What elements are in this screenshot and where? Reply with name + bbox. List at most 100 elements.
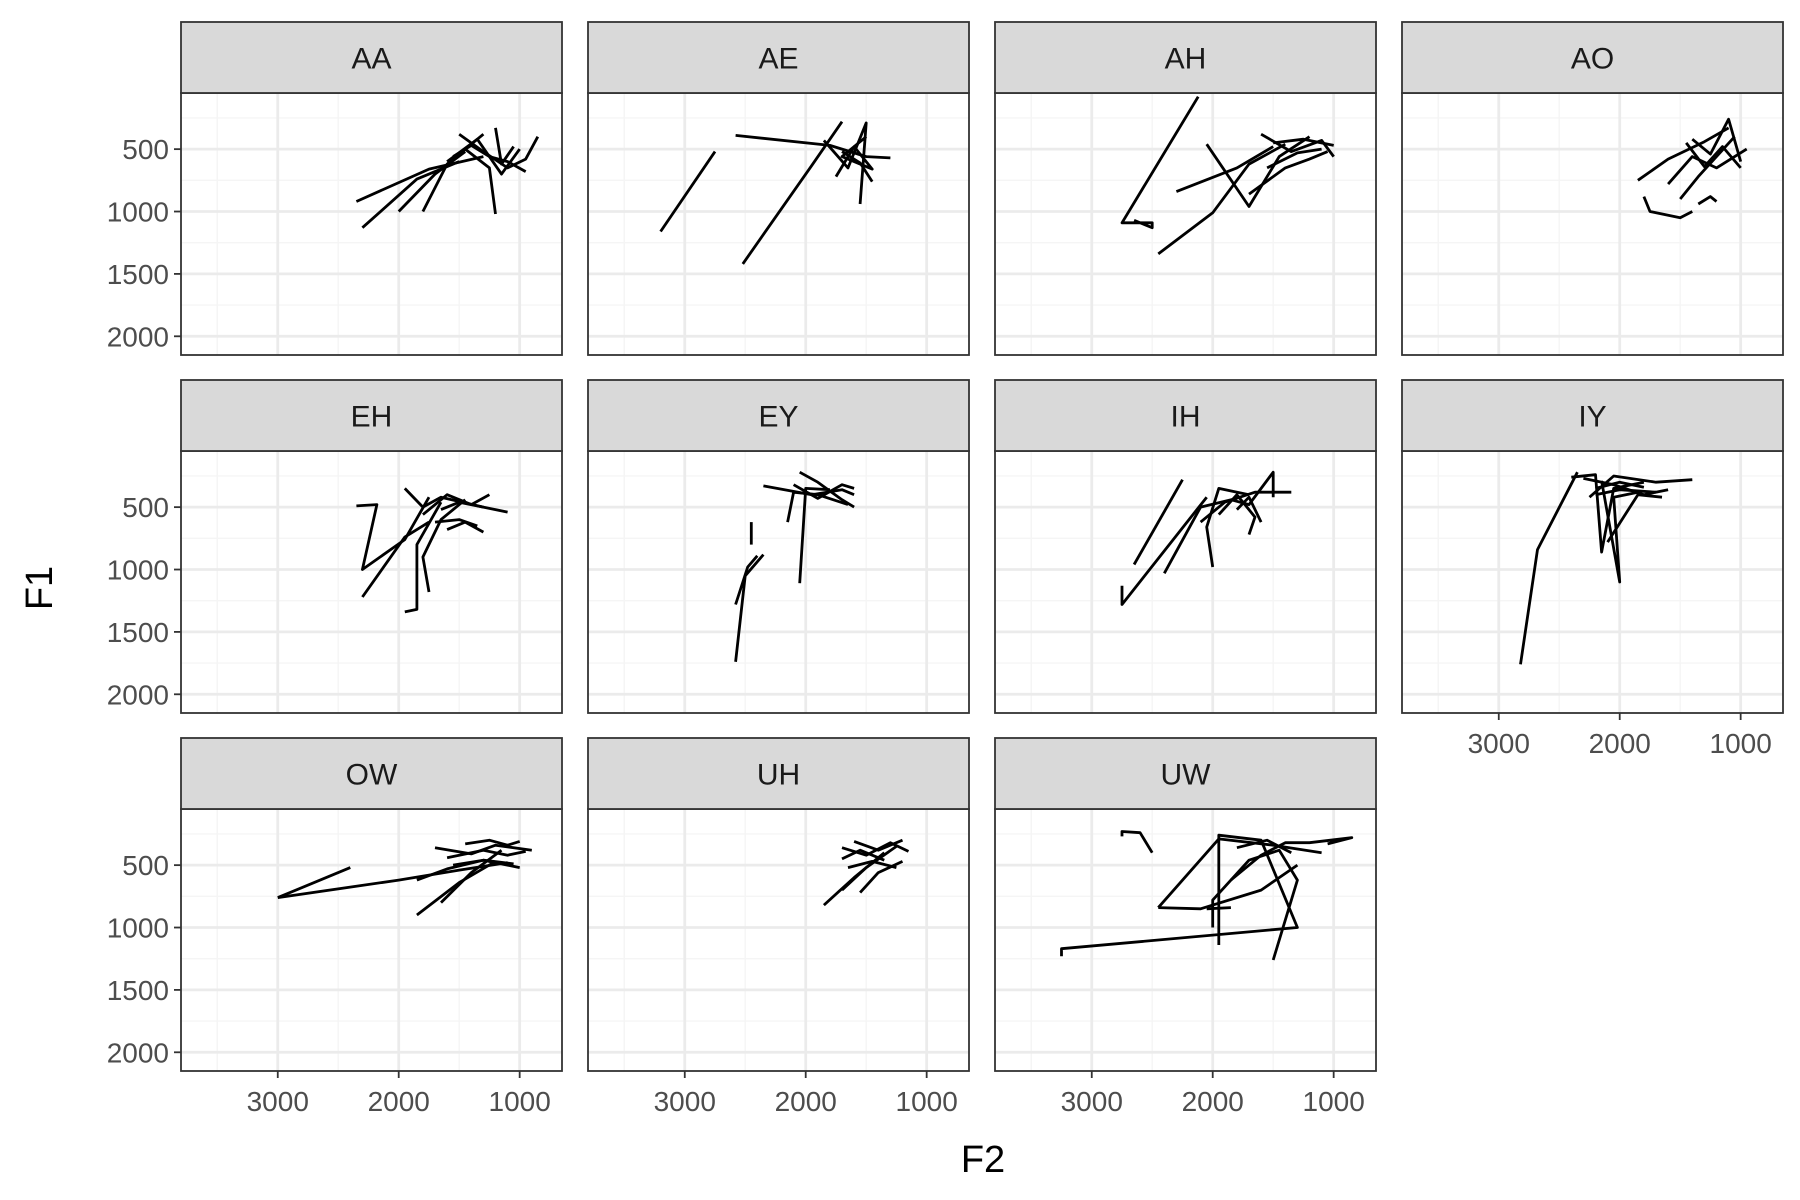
facet-panel-ih: IH [994,379,1377,714]
trajectory-line [434,843,532,856]
y-tick-label: 1500 [107,259,169,290]
trajectory-line [416,860,497,917]
panel-background [181,809,562,1071]
strip-label: UW [1161,759,1212,792]
y-tick-label: 1000 [107,555,169,586]
trajectory-line [1519,471,1579,665]
strip-label: AE [758,43,798,76]
x-tick-label: 2000 [368,1086,430,1117]
trajectory-line [798,486,830,584]
panel-background [995,93,1376,355]
trajectory-line [1266,147,1322,170]
x-tick-label: 3000 [1061,1086,1123,1117]
facet-panels: AA 500 1000 1500 2000 AE AH AO EH 500 1000 1500 2000… [107,21,1784,1117]
trajectory-line [1175,145,1274,193]
strip-label: IH [1171,401,1201,434]
x-tick-label: 1000 [1303,1086,1365,1117]
trajectory-line [1120,95,1200,230]
x-tick-label: 1000 [1710,728,1772,759]
strip-label: EH [351,401,393,434]
y-axis-title: F1 [19,566,61,610]
strip-background [1401,379,1784,452]
facet-panel-ey: EY [587,379,970,714]
trajectory-line [1235,495,1263,523]
strip-background [180,21,563,94]
trajectory-line [1217,493,1257,536]
trajectory-line [1685,142,1742,169]
trajectory-line [847,860,897,869]
trajectory-line [1571,473,1645,554]
trajectory-line [452,858,520,869]
panel-background [995,809,1376,1071]
x-tick-label: 2000 [1182,1086,1244,1117]
trajectory-line [422,493,491,516]
x-tick-label: 3000 [247,1086,309,1117]
trajectory-line [853,838,904,852]
trajectory-line [1205,486,1250,568]
facet-panel-ae: AE [587,21,970,356]
y-tick-label: 1000 [107,913,169,944]
x-tick-label: 1000 [896,1086,958,1117]
trajectory-line [446,520,485,534]
trajectory-line [452,143,527,173]
y-tick-label: 500 [122,492,169,523]
trajectory-line [792,483,855,500]
trajectory-line [1060,833,1299,957]
y-tick-label: 500 [122,134,169,165]
strip-label: IY [1578,401,1606,434]
trajectory-line [1595,488,1657,497]
trajectory-line [1230,836,1354,882]
x-tick-label: 3000 [1468,728,1530,759]
strip-background [1401,21,1784,94]
trajectory-line [1600,480,1639,584]
trajectory-line [1606,493,1663,543]
trajectory-line [1642,196,1693,220]
x-tick-label: 2000 [1589,728,1651,759]
trajectory-line [1120,496,1208,606]
trajectory-line [1120,830,1154,854]
trajectory-line [464,147,497,215]
facet-panel-aa: AA 500 1000 1500 2000 [107,21,563,356]
trajectory-line [1691,117,1743,162]
strip-background [994,21,1377,94]
facet-panel-ah: AH [994,21,1377,356]
y-tick-label: 2000 [107,1037,169,1068]
strip-label: OW [346,759,398,792]
facet-panel-iy: IY 3000 2000 1000 [1401,379,1784,759]
panel-background [588,451,969,713]
trajectory-line [355,155,484,203]
trajectory-line [734,554,759,605]
y-tick-label: 1500 [107,975,169,1006]
facet-panel-uh: UH 3000 2000 1000 [587,737,970,1117]
strip-background [994,737,1377,810]
trajectory-line [841,845,898,892]
trajectory-line [1679,135,1736,200]
strip-background [994,379,1377,452]
facet-panel-uw: UW 3000 2000 1000 [994,737,1377,1117]
trajectory-line [440,849,503,904]
y-tick-label: 500 [122,850,169,881]
trajectory-line [1637,126,1730,182]
trajectory-line [440,500,508,514]
panel-background [181,93,562,355]
trajectory-line [1157,142,1286,256]
x-tick-label: 1000 [489,1086,551,1117]
trajectory-line [1697,195,1718,206]
trajectory-line [464,838,521,847]
trajectory-line [1132,479,1184,566]
trajectory-line [1157,837,1322,909]
trajectory-line [1158,863,1299,911]
trajectory-line [404,501,443,614]
strip-label: AO [1571,43,1614,76]
trajectory-line [494,127,515,166]
panel-background [995,451,1376,713]
strip-label: AH [1165,43,1207,76]
trajectory-line [434,518,478,528]
trajectory-line [421,498,467,593]
trajectory-line [1248,150,1329,196]
facet-panel-eh: EH 500 1000 1500 2000 [107,379,563,714]
x-tick-label: 3000 [654,1086,716,1117]
strip-label: UH [757,759,800,792]
y-tick-label: 1500 [107,617,169,648]
